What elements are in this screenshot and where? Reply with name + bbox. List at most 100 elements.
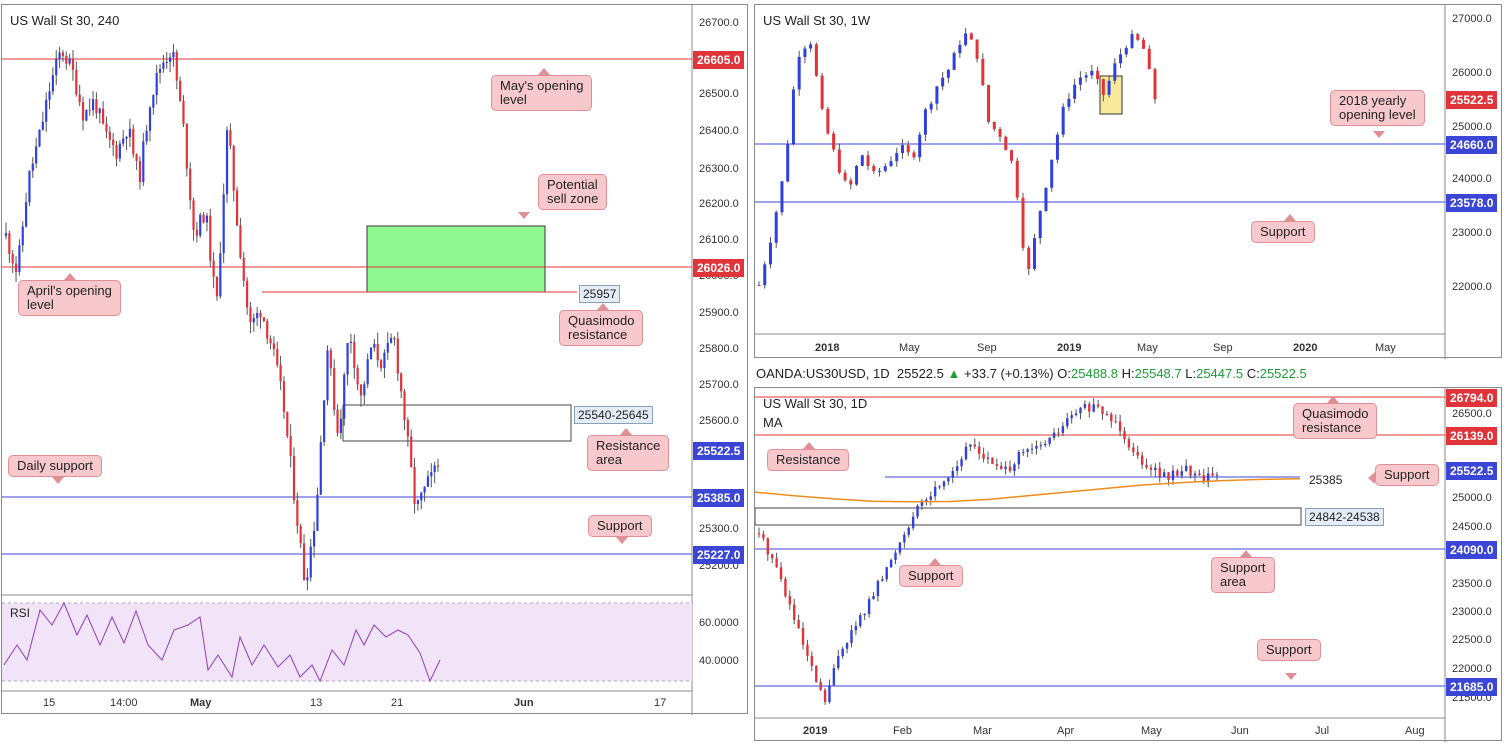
candle-body bbox=[1198, 473, 1201, 476]
potential-sell-zone[interactable] bbox=[366, 225, 546, 293]
ytick: 22000.0 bbox=[1452, 663, 1492, 675]
price-badge: 23578.0 bbox=[1446, 194, 1498, 212]
o-label: O: bbox=[1057, 366, 1071, 381]
candle-body bbox=[346, 342, 349, 375]
candle-body bbox=[920, 501, 924, 506]
candle-body bbox=[339, 418, 342, 434]
resistance-area-box[interactable] bbox=[342, 404, 572, 442]
callout-aprils-opening-level: April's opening level bbox=[18, 280, 121, 316]
candle-body bbox=[333, 368, 336, 410]
candle-body bbox=[823, 689, 827, 702]
candle-body bbox=[828, 685, 831, 702]
candle-body bbox=[1013, 464, 1016, 472]
candle-body bbox=[898, 542, 902, 553]
candle-body bbox=[1193, 473, 1197, 476]
rsi-label: RSI bbox=[10, 606, 31, 620]
candle-body bbox=[115, 145, 118, 159]
candle-body bbox=[1136, 34, 1140, 40]
candle-body bbox=[58, 52, 61, 60]
change: +33.7 (+0.13%) bbox=[964, 366, 1054, 381]
candle-body bbox=[1118, 421, 1122, 432]
candle-body bbox=[289, 435, 292, 456]
chart-weekly bbox=[755, 5, 1446, 359]
candle-body bbox=[1096, 70, 1100, 80]
candle-body bbox=[175, 52, 178, 81]
candle-body bbox=[986, 457, 990, 459]
candle-body bbox=[192, 200, 195, 230]
ytick: 22500.0 bbox=[1452, 634, 1492, 646]
candle-body bbox=[918, 134, 922, 158]
candle-body bbox=[343, 374, 346, 419]
candle-body bbox=[266, 321, 269, 339]
candle-body bbox=[68, 58, 71, 64]
candle-body bbox=[925, 499, 928, 502]
panel-weekly: US Wall St 30, 1W 27000.0 26000.0 25000.… bbox=[754, 4, 1502, 359]
high-value: 25548.7 bbox=[1134, 366, 1182, 381]
candle-body bbox=[112, 139, 115, 146]
price-badge: 24090.0 bbox=[1446, 541, 1498, 559]
candle-body bbox=[185, 123, 188, 169]
candle-body bbox=[105, 123, 108, 132]
candle-body bbox=[436, 465, 440, 467]
candle-body bbox=[809, 44, 813, 49]
candle-body bbox=[1119, 54, 1123, 64]
support-area-box[interactable] bbox=[755, 507, 1302, 526]
candle-body bbox=[232, 145, 235, 191]
candle-body bbox=[1000, 465, 1003, 469]
callout-mays-opening-level: May's opening level bbox=[491, 75, 593, 111]
candle-body bbox=[1176, 470, 1179, 476]
ytick: 25800.0 bbox=[699, 343, 739, 355]
candle-body bbox=[942, 481, 946, 487]
panel-daily: US Wall St 30, 1D MA 26500.0 25000.0 245… bbox=[754, 387, 1502, 742]
candle-body bbox=[859, 615, 862, 627]
callout-pointer bbox=[518, 212, 530, 219]
last-price-badge: 25522.5 bbox=[1446, 462, 1498, 480]
candle-body bbox=[889, 161, 893, 167]
ytick: 26700.0 bbox=[699, 17, 739, 29]
candle-body bbox=[51, 75, 54, 92]
candle-body bbox=[199, 214, 202, 236]
candle-body bbox=[1123, 431, 1126, 440]
candles-weekly bbox=[757, 27, 1157, 289]
candle-body bbox=[1030, 448, 1034, 450]
panel-daily-title: US Wall St 30, 1D bbox=[763, 396, 868, 411]
candle-body bbox=[329, 350, 332, 369]
candle-body bbox=[929, 103, 933, 110]
candle-body bbox=[292, 455, 296, 501]
candle-body bbox=[872, 596, 875, 600]
candle-body bbox=[779, 567, 783, 580]
candle-body bbox=[900, 145, 904, 154]
candle-body bbox=[1189, 465, 1192, 476]
candle-body bbox=[832, 668, 836, 686]
candle-body bbox=[923, 109, 927, 135]
candle-body bbox=[323, 400, 326, 443]
ytick: 25000.0 bbox=[1452, 121, 1492, 133]
candle-body bbox=[814, 44, 818, 76]
candle-body bbox=[410, 436, 413, 468]
callout-support: Support bbox=[588, 515, 652, 537]
highlight-box[interactable] bbox=[1099, 75, 1123, 115]
candle-body bbox=[319, 442, 322, 495]
candle-body bbox=[363, 384, 366, 396]
candle-body bbox=[1022, 451, 1025, 453]
candle-body bbox=[182, 100, 185, 124]
candle-body bbox=[843, 172, 847, 181]
xtick: Feb bbox=[893, 725, 912, 737]
candle-body bbox=[383, 352, 386, 369]
candle-body bbox=[992, 121, 996, 130]
candle-body bbox=[1149, 467, 1153, 470]
xtick: Jun bbox=[1231, 725, 1249, 737]
candle-body bbox=[239, 225, 242, 258]
candle-body bbox=[883, 166, 887, 171]
candle-body bbox=[895, 153, 899, 162]
price-badge: 26026.0 bbox=[693, 259, 745, 277]
candle-body bbox=[252, 318, 255, 323]
candle-body bbox=[1136, 451, 1139, 456]
candle-body bbox=[38, 129, 41, 147]
candles-daily bbox=[757, 398, 1219, 705]
candle-body bbox=[162, 62, 165, 69]
ytick: 23000.0 bbox=[1452, 227, 1492, 239]
candle-body bbox=[1101, 406, 1104, 414]
candle-body bbox=[1092, 404, 1095, 412]
candle-body bbox=[815, 665, 818, 682]
